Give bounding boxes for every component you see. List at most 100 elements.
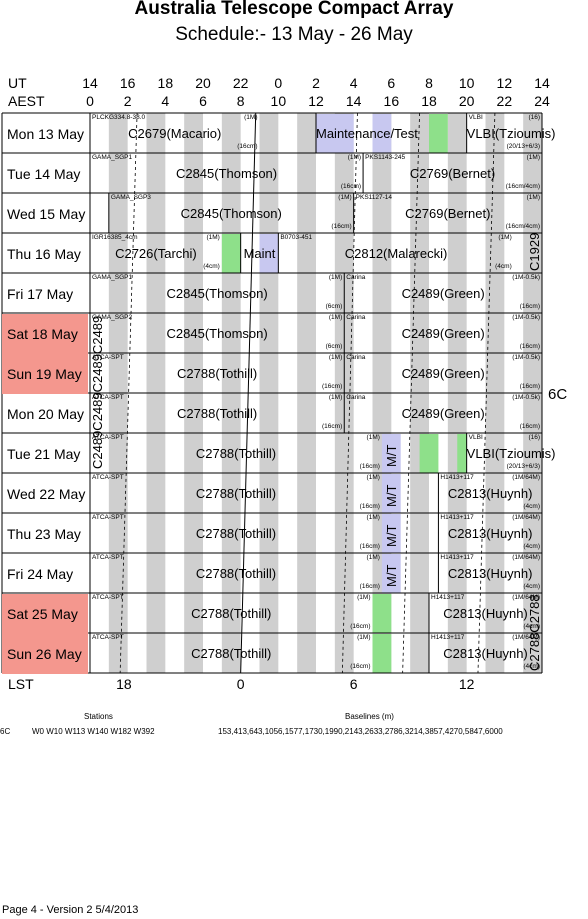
band-label: (1M) <box>366 434 380 441</box>
band-label: (1M) <box>338 194 352 201</box>
project-label: C2845(Thomson) <box>175 166 278 181</box>
source-name: Carina <box>346 314 366 321</box>
day-cell: Tue 14 May <box>2 154 88 194</box>
receiver-label: (16cm) <box>350 663 371 670</box>
highlight-block <box>381 434 401 473</box>
project-label: C2813(Huynh) <box>447 526 533 541</box>
source-name: ATCA-SPT <box>92 634 124 641</box>
source-name: GAMA_SGP2 <box>92 314 133 321</box>
source-name: GAMA_SGP3 <box>110 194 151 201</box>
highlight-block <box>372 634 392 673</box>
lst-axis-label: LST <box>8 676 34 692</box>
vertical-mt-label: M/T <box>383 444 399 467</box>
source-name: GAMA_SGP1 <box>92 154 133 161</box>
receiver-label: (16cm) <box>322 383 343 390</box>
project-label: VLBI(Tzioumis) <box>466 126 556 141</box>
project-label: C2726(Tarchi) <box>115 246 197 261</box>
source-name: PLCKG334.8-38.0 <box>92 114 146 121</box>
highlight-block <box>381 554 401 593</box>
project-label: C2845(Thomson) <box>166 286 268 301</box>
vertical-mt-label: M/T <box>383 484 399 507</box>
receiver-label: (16cm) <box>237 143 258 150</box>
project-label: C2845(Thomson) <box>166 326 268 341</box>
footer-config: 6C <box>0 727 11 736</box>
day-label: Wed 15 May <box>7 206 86 222</box>
project-label: C2812(Malarecki) <box>344 246 448 261</box>
vertical-mt-label: M/T <box>383 564 399 587</box>
source-name: PKS1143-245 <box>365 154 406 161</box>
receiver-label: (4cm) <box>523 623 540 630</box>
project-label: C2788(Tothill) <box>195 446 277 461</box>
baselines-list: 153,413,643,1056,1577,1730,1990,2143,263… <box>218 727 503 736</box>
project-label: C2679(Macario) <box>128 126 222 141</box>
schedule-grid <box>1 112 543 674</box>
day-label: Wed 22 May <box>7 486 86 502</box>
aest-axis-label: AEST <box>8 93 45 109</box>
day-label: Tue 14 May <box>7 166 81 182</box>
band-label: (1M) <box>526 194 540 201</box>
band-label: (1M-0.5k) <box>512 394 540 401</box>
page-title: Australia Telescope Compact Array <box>134 0 454 19</box>
aest-tick-label: 6 <box>199 93 207 109</box>
source-name: GAMA_SGP1 <box>92 274 133 281</box>
ut-tick-label: 22 <box>232 75 249 91</box>
highlight-block <box>316 114 354 153</box>
receiver-label: (16cm/4cm) <box>505 223 540 230</box>
ut-tick-label: 16 <box>119 75 136 91</box>
aest-tick-label: 12 <box>308 93 324 109</box>
ut-tick-label: 14 <box>534 75 550 91</box>
day-label: Sat 18 May <box>7 326 78 342</box>
day-cell: Sun 19 May <box>2 354 88 394</box>
band-label: (1M-0.5k) <box>512 274 540 281</box>
side-project-label: C2489C2489C2489C2489 <box>90 315 105 469</box>
project-label: C2769(Bernet) <box>409 166 496 181</box>
aest-tick-label: 18 <box>421 93 437 109</box>
project-label: C2813(Huynh) <box>443 606 528 621</box>
highlight-block <box>372 594 392 633</box>
ut-tick-label: 4 <box>349 75 358 91</box>
band-label: (1M-0.5k) <box>512 314 540 321</box>
band-label: (1M) <box>526 154 540 161</box>
receiver-label: (16cm) <box>359 463 380 470</box>
project-label: C2813(Huynh) <box>443 646 528 661</box>
day-cell: Mon 20 May <box>2 394 88 434</box>
band-label: (1M/64M) <box>512 634 540 641</box>
band-label: (1M) <box>328 314 343 321</box>
source-name: VLBI <box>468 114 483 121</box>
lst-tick-label: 0 <box>236 676 245 692</box>
lst-tick-label: 12 <box>458 676 475 692</box>
band-label: (1M) <box>328 354 343 361</box>
aest-tick-label: 16 <box>383 93 400 109</box>
source-name: H1413+117 <box>440 514 474 521</box>
source-name: ATCA-SPT <box>92 354 124 361</box>
receiver-label: (16cm) <box>331 223 352 230</box>
project-label: C2813(Huynh) <box>447 486 533 501</box>
highlight-block <box>221 234 241 273</box>
ut-tick-label: 18 <box>157 75 174 91</box>
highlight-block <box>381 514 401 553</box>
receiver-label: (16cm) <box>519 423 540 430</box>
highlight-block <box>419 434 439 473</box>
receiver-label: (4cm) <box>523 663 540 670</box>
schedule-subtitle: Schedule:- 13 May - 26 May <box>175 24 413 45</box>
source-name: VLBI <box>468 434 483 441</box>
receiver-label: (16cm/4cm) <box>505 183 540 190</box>
band-label: (1M) <box>347 154 362 161</box>
project-label: C2788(Tothill) <box>177 406 258 421</box>
aest-tick-label: 0 <box>86 93 94 109</box>
source-name: Carina <box>346 354 366 361</box>
ut-tick-label: 8 <box>425 75 433 91</box>
ut-tick-label: 10 <box>458 75 475 91</box>
aest-tick-label: 4 <box>161 93 170 109</box>
day-label: Mon 13 May <box>7 126 85 142</box>
day-cell: Wed 22 May <box>2 474 88 514</box>
day-cell: Thu 16 May <box>2 234 88 274</box>
project-label: C2788(Tothill) <box>195 486 277 501</box>
band-label: (16) <box>528 114 540 121</box>
project-label: C2489(Green) <box>401 286 485 301</box>
highlight-block <box>372 114 392 153</box>
day-label: Sun 19 May <box>7 366 82 382</box>
day-cell: Tue 21 May <box>2 434 88 474</box>
band-label: (1M/64M) <box>512 514 540 521</box>
receiver-label: (6cm) <box>325 343 343 350</box>
